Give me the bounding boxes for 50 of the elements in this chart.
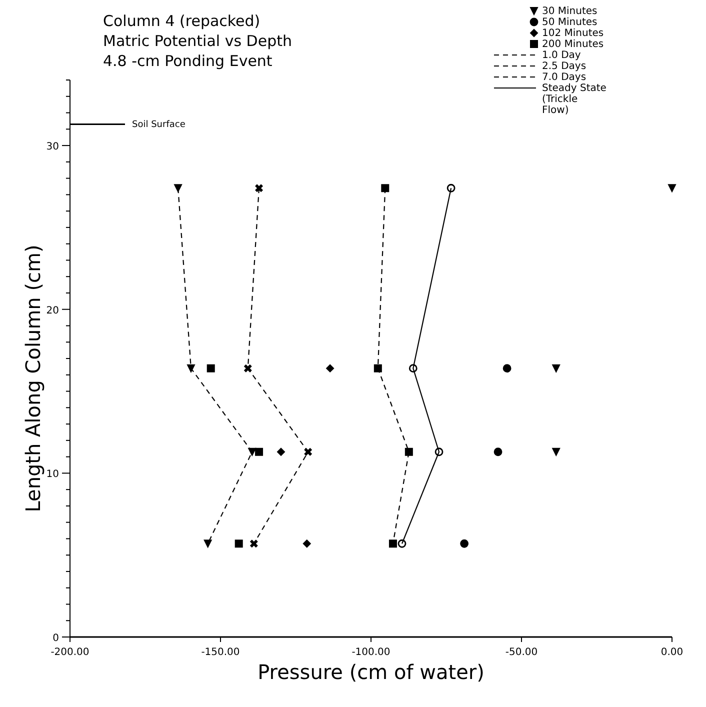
- point: [381, 184, 390, 192]
- x-tick-label: -100.00: [352, 647, 390, 658]
- x-axis-title: Pressure (cm of water): [258, 660, 484, 684]
- legend-label: 7.0 Days: [542, 72, 586, 83]
- point: [460, 539, 469, 548]
- x-tick-label: -150.00: [201, 647, 240, 658]
- point: [552, 364, 560, 372]
- point: [244, 364, 252, 372]
- point: [248, 448, 256, 456]
- point: [174, 184, 182, 192]
- point: [304, 448, 312, 456]
- point: [388, 540, 397, 548]
- point: [408, 364, 418, 373]
- legend-label: 102 Minutes: [542, 28, 604, 39]
- point: [187, 364, 195, 372]
- y-tick-label: 10: [46, 469, 59, 480]
- legend-label: 200 Minutes: [542, 39, 604, 50]
- point: [404, 448, 413, 456]
- point: [206, 364, 215, 372]
- point: [255, 448, 264, 456]
- legend-label: 30 Minutes: [542, 6, 598, 17]
- point: [398, 539, 406, 548]
- point: [374, 364, 382, 372]
- point: [255, 184, 264, 192]
- x-tick-label: -200.00: [50, 647, 90, 658]
- y-tick-label: 30: [46, 142, 59, 153]
- legend-label: 2.5 Days: [542, 61, 586, 72]
- x-tick-label: -50.00: [505, 647, 538, 658]
- point: [434, 448, 444, 456]
- chart-subtitle: Matric Potential vs Depth 4.8 -cm Ponding Event: [103, 32, 292, 70]
- legend-label: 1.0 Day: [542, 50, 581, 61]
- point: [446, 184, 456, 192]
- point: [250, 540, 258, 548]
- y-axis-title: Length Along Column (cm): [21, 244, 45, 512]
- point: [494, 448, 502, 456]
- ref-line-label: Soil Surface: [132, 120, 186, 130]
- point: [502, 364, 512, 373]
- legend-label: 50 Minutes: [542, 17, 598, 28]
- legend-label: Steady State (Trickle Flow): [542, 83, 606, 116]
- point: [302, 540, 311, 548]
- y-tick-label: 20: [46, 305, 59, 316]
- point: [552, 448, 560, 456]
- x-tick-label: 0.00: [660, 647, 684, 658]
- point: [204, 540, 212, 548]
- point: [277, 448, 285, 456]
- point: [234, 540, 243, 548]
- point: [668, 184, 676, 192]
- point: [326, 364, 334, 372]
- y-tick-label: 0: [52, 633, 59, 644]
- chart-title: Column 4 (repacked): [103, 12, 260, 30]
